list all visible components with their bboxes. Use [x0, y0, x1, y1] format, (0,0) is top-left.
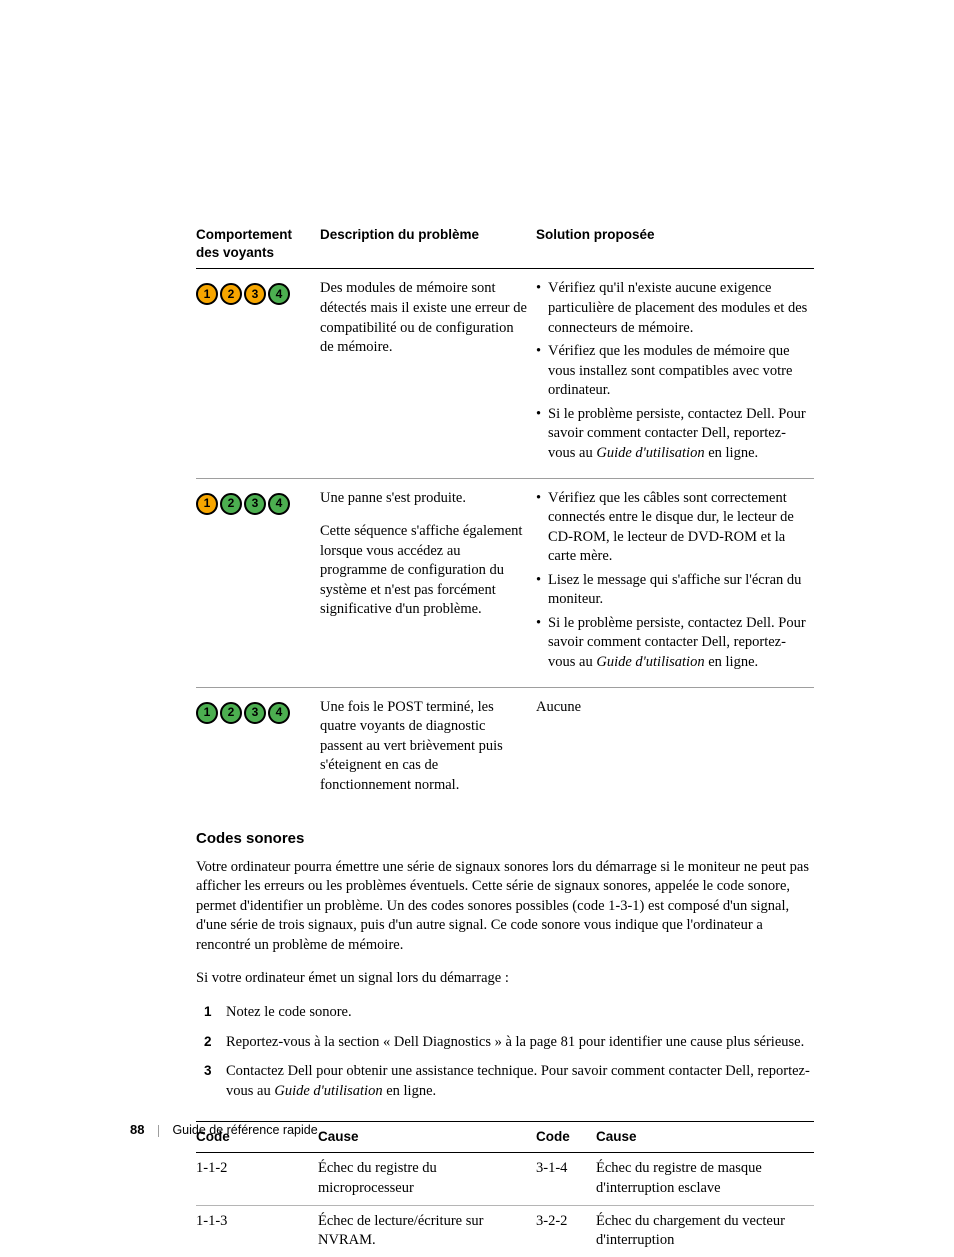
- steps-list: 1 Notez le code sonore. 2 Reportez-vous …: [196, 1003, 814, 1101]
- led-group: 1 2 3 4: [196, 489, 314, 515]
- diag-desc-p2: Cette séquence s'affiche également lorsq…: [320, 522, 530, 620]
- beep-code: 1-1-3: [196, 1205, 318, 1257]
- step-item: 1 Notez le code sonore.: [196, 1003, 814, 1023]
- step-number: 3: [204, 1062, 212, 1080]
- led-4-icon: 4: [268, 493, 290, 515]
- led-3-icon: 3: [244, 283, 266, 305]
- step-text: Reportez-vous à la section « Dell Diagno…: [226, 1034, 804, 1050]
- page-number: 88: [130, 1122, 144, 1137]
- step-text: Notez le code sonore.: [226, 1004, 352, 1020]
- diag-th-desc: Description du problème: [320, 222, 536, 269]
- led-4-icon: 4: [268, 702, 290, 724]
- codes-sonores-heading: Codes sonores: [196, 829, 814, 849]
- beep-codes-table: Code Cause Code Cause 1-1-2 Échec du reg…: [196, 1121, 814, 1256]
- diag-row: 1 2 3 4 Des modules de mémoire sont déte…: [196, 269, 814, 478]
- footer-separator-icon: [158, 1125, 159, 1137]
- diag-desc: Une panne s'est produite. Cette séquence…: [320, 478, 536, 687]
- diag-th-solution: Solution proposée: [536, 222, 814, 269]
- led-2-icon: 2: [220, 702, 242, 724]
- led-2-icon: 2: [220, 493, 242, 515]
- diagnostic-led-table: Comportement des voyants Description du …: [196, 222, 814, 805]
- beep-row: 1-1-2 Échec du registre du microprocesse…: [196, 1153, 814, 1205]
- led-group: 1 2 3 4: [196, 279, 314, 305]
- diag-solution-item: Vérifiez qu'il n'existe aucune exigence …: [536, 279, 808, 338]
- diag-th-behavior: Comportement des voyants: [196, 222, 320, 269]
- beep-cause: Échec de lecture/écriture sur NVRAM.: [318, 1205, 536, 1257]
- step-item: 2 Reportez-vous à la section « Dell Diag…: [196, 1033, 814, 1053]
- step-item: 3 Contactez Dell pour obtenir une assist…: [196, 1062, 814, 1101]
- footer-title: Guide de référence rapide: [172, 1123, 317, 1137]
- diag-solution-list: Vérifiez qu'il n'existe aucune exigence …: [536, 279, 808, 463]
- step-text: Contactez Dell pour obtenir une assistan…: [226, 1063, 810, 1099]
- diag-solution-list: Vérifiez que les câbles sont correctemen…: [536, 489, 808, 673]
- beep-cause: Échec du chargement du vecteur d'interru…: [596, 1205, 814, 1257]
- diag-row: 1 2 3 4 Une panne s'est produite. Cette …: [196, 478, 814, 687]
- diag-solution-plain: Aucune: [536, 687, 814, 805]
- led-1-icon: 1: [196, 283, 218, 305]
- led-1-icon: 1: [196, 702, 218, 724]
- page-footer: 88 Guide de référence rapide: [130, 1121, 318, 1139]
- diag-desc: Des modules de mémoire sont détectés mai…: [320, 269, 536, 478]
- led-2-icon: 2: [220, 283, 242, 305]
- beep-th-code: Code: [536, 1122, 596, 1153]
- step-number: 2: [204, 1033, 212, 1051]
- beep-code: 3-2-2: [536, 1205, 596, 1257]
- beep-cause: Échec du registre du microprocesseur: [318, 1153, 536, 1205]
- diag-solution-item: Si le problème persiste, contactez Dell.…: [536, 614, 808, 673]
- diag-desc: Une fois le POST terminé, les quatre voy…: [320, 687, 536, 805]
- led-4-icon: 4: [268, 283, 290, 305]
- diag-row: 1 2 3 4 Une fois le POST terminé, les qu…: [196, 687, 814, 805]
- led-1-icon: 1: [196, 493, 218, 515]
- page: Comportement des voyants Description du …: [0, 0, 954, 1235]
- beep-code: 3-1-4: [536, 1153, 596, 1205]
- led-3-icon: 3: [244, 493, 266, 515]
- codes-para-1: Votre ordinateur pourra émettre une séri…: [196, 858, 814, 956]
- diag-solution-item: Vérifiez que les câbles sont correctemen…: [536, 489, 808, 567]
- diag-desc-p1: Une panne s'est produite.: [320, 489, 530, 509]
- diag-solution-item: Si le problème persiste, contactez Dell.…: [536, 405, 808, 464]
- beep-th-cause: Cause: [318, 1122, 536, 1153]
- beep-code: 1-1-2: [196, 1153, 318, 1205]
- led-group: 1 2 3 4: [196, 698, 314, 724]
- beep-th-cause: Cause: [596, 1122, 814, 1153]
- codes-para-2: Si votre ordinateur émet un signal lors …: [196, 969, 814, 989]
- step-number: 1: [204, 1003, 212, 1021]
- led-3-icon: 3: [244, 702, 266, 724]
- diag-solution-item: Lisez le message qui s'affiche sur l'écr…: [536, 571, 808, 610]
- beep-cause: Échec du registre de masque d'interrupti…: [596, 1153, 814, 1205]
- beep-row: 1-1-3 Échec de lecture/écriture sur NVRA…: [196, 1205, 814, 1257]
- diag-solution-item: Vérifiez que les modules de mémoire que …: [536, 342, 808, 401]
